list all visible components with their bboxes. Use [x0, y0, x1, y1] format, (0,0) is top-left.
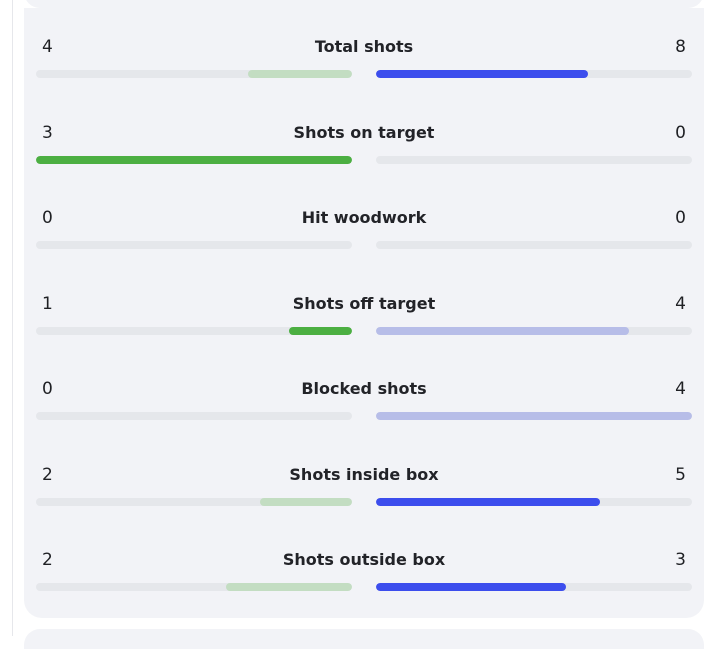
away-value: 0 — [675, 208, 686, 228]
away-value: 4 — [675, 294, 686, 314]
home-value: 2 — [42, 465, 53, 485]
stat-row-shots-outside-box: 2 Shots outside box 3 — [36, 549, 692, 609]
stat-label: Shots outside box — [282, 550, 446, 569]
away-value: 3 — [675, 550, 686, 570]
away-bar-fill — [376, 583, 566, 591]
home-bar-track — [36, 498, 352, 506]
home-value: 4 — [42, 37, 53, 57]
stat-label: Shots inside box — [289, 465, 439, 484]
home-bar-track — [36, 327, 352, 335]
away-bar-track — [376, 70, 692, 78]
home-bar-fill — [288, 327, 352, 335]
away-value: 4 — [675, 379, 686, 399]
home-bar-fill — [36, 156, 352, 164]
home-bar-track — [36, 583, 352, 591]
home-bar-track — [36, 156, 352, 164]
stat-row-total-shots: 4 Total shots 8 — [36, 36, 692, 96]
home-bar-fill — [225, 583, 352, 591]
previous-card-edge — [24, 0, 704, 8]
stat-row-shots-on-target: 3 Shots on target 0 — [36, 122, 692, 182]
shots-stats-card — [24, 8, 704, 618]
home-bar-track — [36, 412, 352, 420]
stat-label: Total shots — [314, 37, 414, 56]
stat-label: Shots on target — [293, 123, 435, 142]
home-value: 2 — [42, 550, 53, 570]
away-value: 8 — [675, 37, 686, 57]
stat-row-shots-inside-box: 2 Shots inside box 5 — [36, 464, 692, 524]
away-bar-fill — [376, 412, 692, 420]
home-value: 0 — [42, 379, 53, 399]
away-bar-fill — [376, 498, 601, 506]
away-bar-track — [376, 156, 692, 164]
home-bar-track — [36, 241, 352, 249]
home-value: 0 — [42, 208, 53, 228]
away-bar-fill — [376, 327, 629, 335]
stat-row-shots-off-target: 1 Shots off target 4 — [36, 293, 692, 353]
stat-label: Blocked shots — [301, 379, 427, 398]
home-value: 3 — [42, 123, 53, 143]
away-bar-track — [376, 412, 692, 420]
away-bar-track — [376, 583, 692, 591]
away-value: 5 — [675, 465, 686, 485]
away-bar-track — [376, 498, 692, 506]
home-bar-fill — [247, 70, 352, 78]
stat-row-hit-woodwork: 0 Hit woodwork 0 — [36, 207, 692, 267]
stat-label: Shots off target — [292, 294, 436, 313]
stat-row-blocked-shots: 0 Blocked shots 4 — [36, 378, 692, 438]
home-bar-fill — [260, 498, 352, 506]
away-bar-fill — [376, 70, 588, 78]
home-value: 1 — [42, 294, 53, 314]
away-bar-track — [376, 241, 692, 249]
stat-label: Hit woodwork — [301, 208, 427, 227]
home-bar-track — [36, 70, 352, 78]
next-card-edge — [24, 629, 704, 649]
away-value: 0 — [675, 123, 686, 143]
away-bar-track — [376, 327, 692, 335]
